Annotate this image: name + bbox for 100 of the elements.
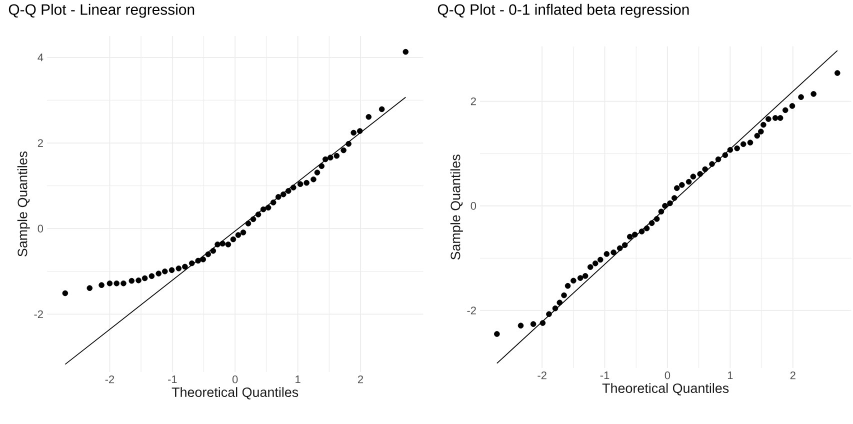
- point: [722, 152, 728, 158]
- point: [648, 220, 655, 226]
- point: [98, 282, 104, 288]
- y-tick-label: 2: [38, 139, 43, 147]
- point: [662, 202, 668, 209]
- y-tick-label: -2: [467, 306, 476, 314]
- point: [674, 185, 680, 191]
- point: [604, 251, 610, 257]
- point: [176, 266, 182, 272]
- point: [310, 176, 316, 182]
- point: [318, 163, 325, 170]
- point: [610, 250, 616, 256]
- x-tick-label: 1: [728, 372, 733, 380]
- point: [644, 225, 650, 232]
- x-tick-label: 0: [232, 376, 238, 384]
- point: [518, 322, 524, 329]
- point: [402, 48, 409, 55]
- point: [260, 206, 266, 212]
- point: [280, 191, 286, 198]
- point: [772, 115, 778, 121]
- point: [195, 258, 202, 264]
- chart-title: Q-Q Plot - Linear regression: [8, 4, 194, 18]
- point: [265, 204, 272, 211]
- point: [810, 91, 816, 97]
- point: [592, 260, 598, 266]
- point: [564, 282, 571, 289]
- point: [62, 290, 68, 296]
- point: [156, 270, 162, 276]
- point: [366, 114, 372, 120]
- point: [561, 292, 567, 298]
- point: [658, 208, 664, 215]
- x-tick-label: 2: [790, 372, 796, 380]
- point: [350, 130, 357, 136]
- point: [168, 267, 175, 274]
- point: [188, 260, 195, 266]
- point: [182, 264, 188, 270]
- point: [128, 278, 135, 284]
- point: [114, 280, 120, 286]
- point: [671, 195, 678, 201]
- point: [760, 122, 766, 128]
- point: [270, 200, 276, 206]
- point: [314, 170, 320, 176]
- point: [754, 132, 760, 139]
- point: [275, 194, 282, 200]
- point: [540, 320, 546, 326]
- point: [86, 285, 93, 292]
- point: [214, 242, 220, 248]
- point: [245, 220, 252, 226]
- point: [250, 216, 256, 222]
- point: [286, 188, 292, 194]
- y-tick-label: -2: [34, 310, 43, 318]
- point: [616, 245, 623, 252]
- point: [120, 280, 126, 286]
- point: [747, 140, 754, 146]
- y-tick-label: 0: [38, 224, 44, 232]
- point: [715, 156, 722, 162]
- point: [340, 147, 346, 154]
- point: [106, 280, 113, 286]
- point: [587, 264, 594, 270]
- x-tick-label: 2: [358, 376, 364, 384]
- point: [346, 140, 352, 147]
- chart-title: Q-Q Plot - 0-1 inflated beta regression: [438, 4, 689, 18]
- point: [356, 128, 363, 134]
- point: [667, 200, 673, 206]
- point: [622, 242, 628, 248]
- point: [679, 182, 685, 188]
- point: [552, 305, 558, 312]
- point: [702, 166, 708, 172]
- point: [782, 107, 788, 114]
- point: [766, 116, 772, 122]
- point: [577, 275, 584, 281]
- point: [494, 331, 500, 337]
- point: [220, 240, 226, 246]
- x-axis-title: Theoretical Quantiles: [602, 383, 729, 396]
- point: [148, 273, 155, 280]
- point: [654, 216, 660, 222]
- x-tick-label: 0: [664, 372, 670, 380]
- point: [136, 278, 142, 284]
- y-tick-label: 4: [38, 54, 44, 62]
- point: [378, 106, 385, 112]
- point: [626, 234, 633, 240]
- point: [225, 242, 232, 248]
- point: [297, 181, 304, 187]
- point: [697, 171, 703, 177]
- point: [162, 268, 168, 274]
- y-tick-label: 0: [470, 202, 476, 210]
- point: [290, 184, 296, 190]
- y-axis-title: Sample Quantiles: [17, 151, 30, 256]
- point: [240, 230, 246, 236]
- point: [597, 256, 604, 263]
- x-tick-label: -2: [105, 376, 114, 384]
- point: [632, 232, 638, 238]
- point: [328, 154, 334, 160]
- point: [777, 115, 784, 121]
- point: [304, 180, 310, 186]
- point: [734, 145, 740, 152]
- point: [686, 178, 692, 185]
- point: [334, 152, 340, 159]
- x-tick-label: -2: [538, 372, 546, 380]
- point: [798, 94, 804, 100]
